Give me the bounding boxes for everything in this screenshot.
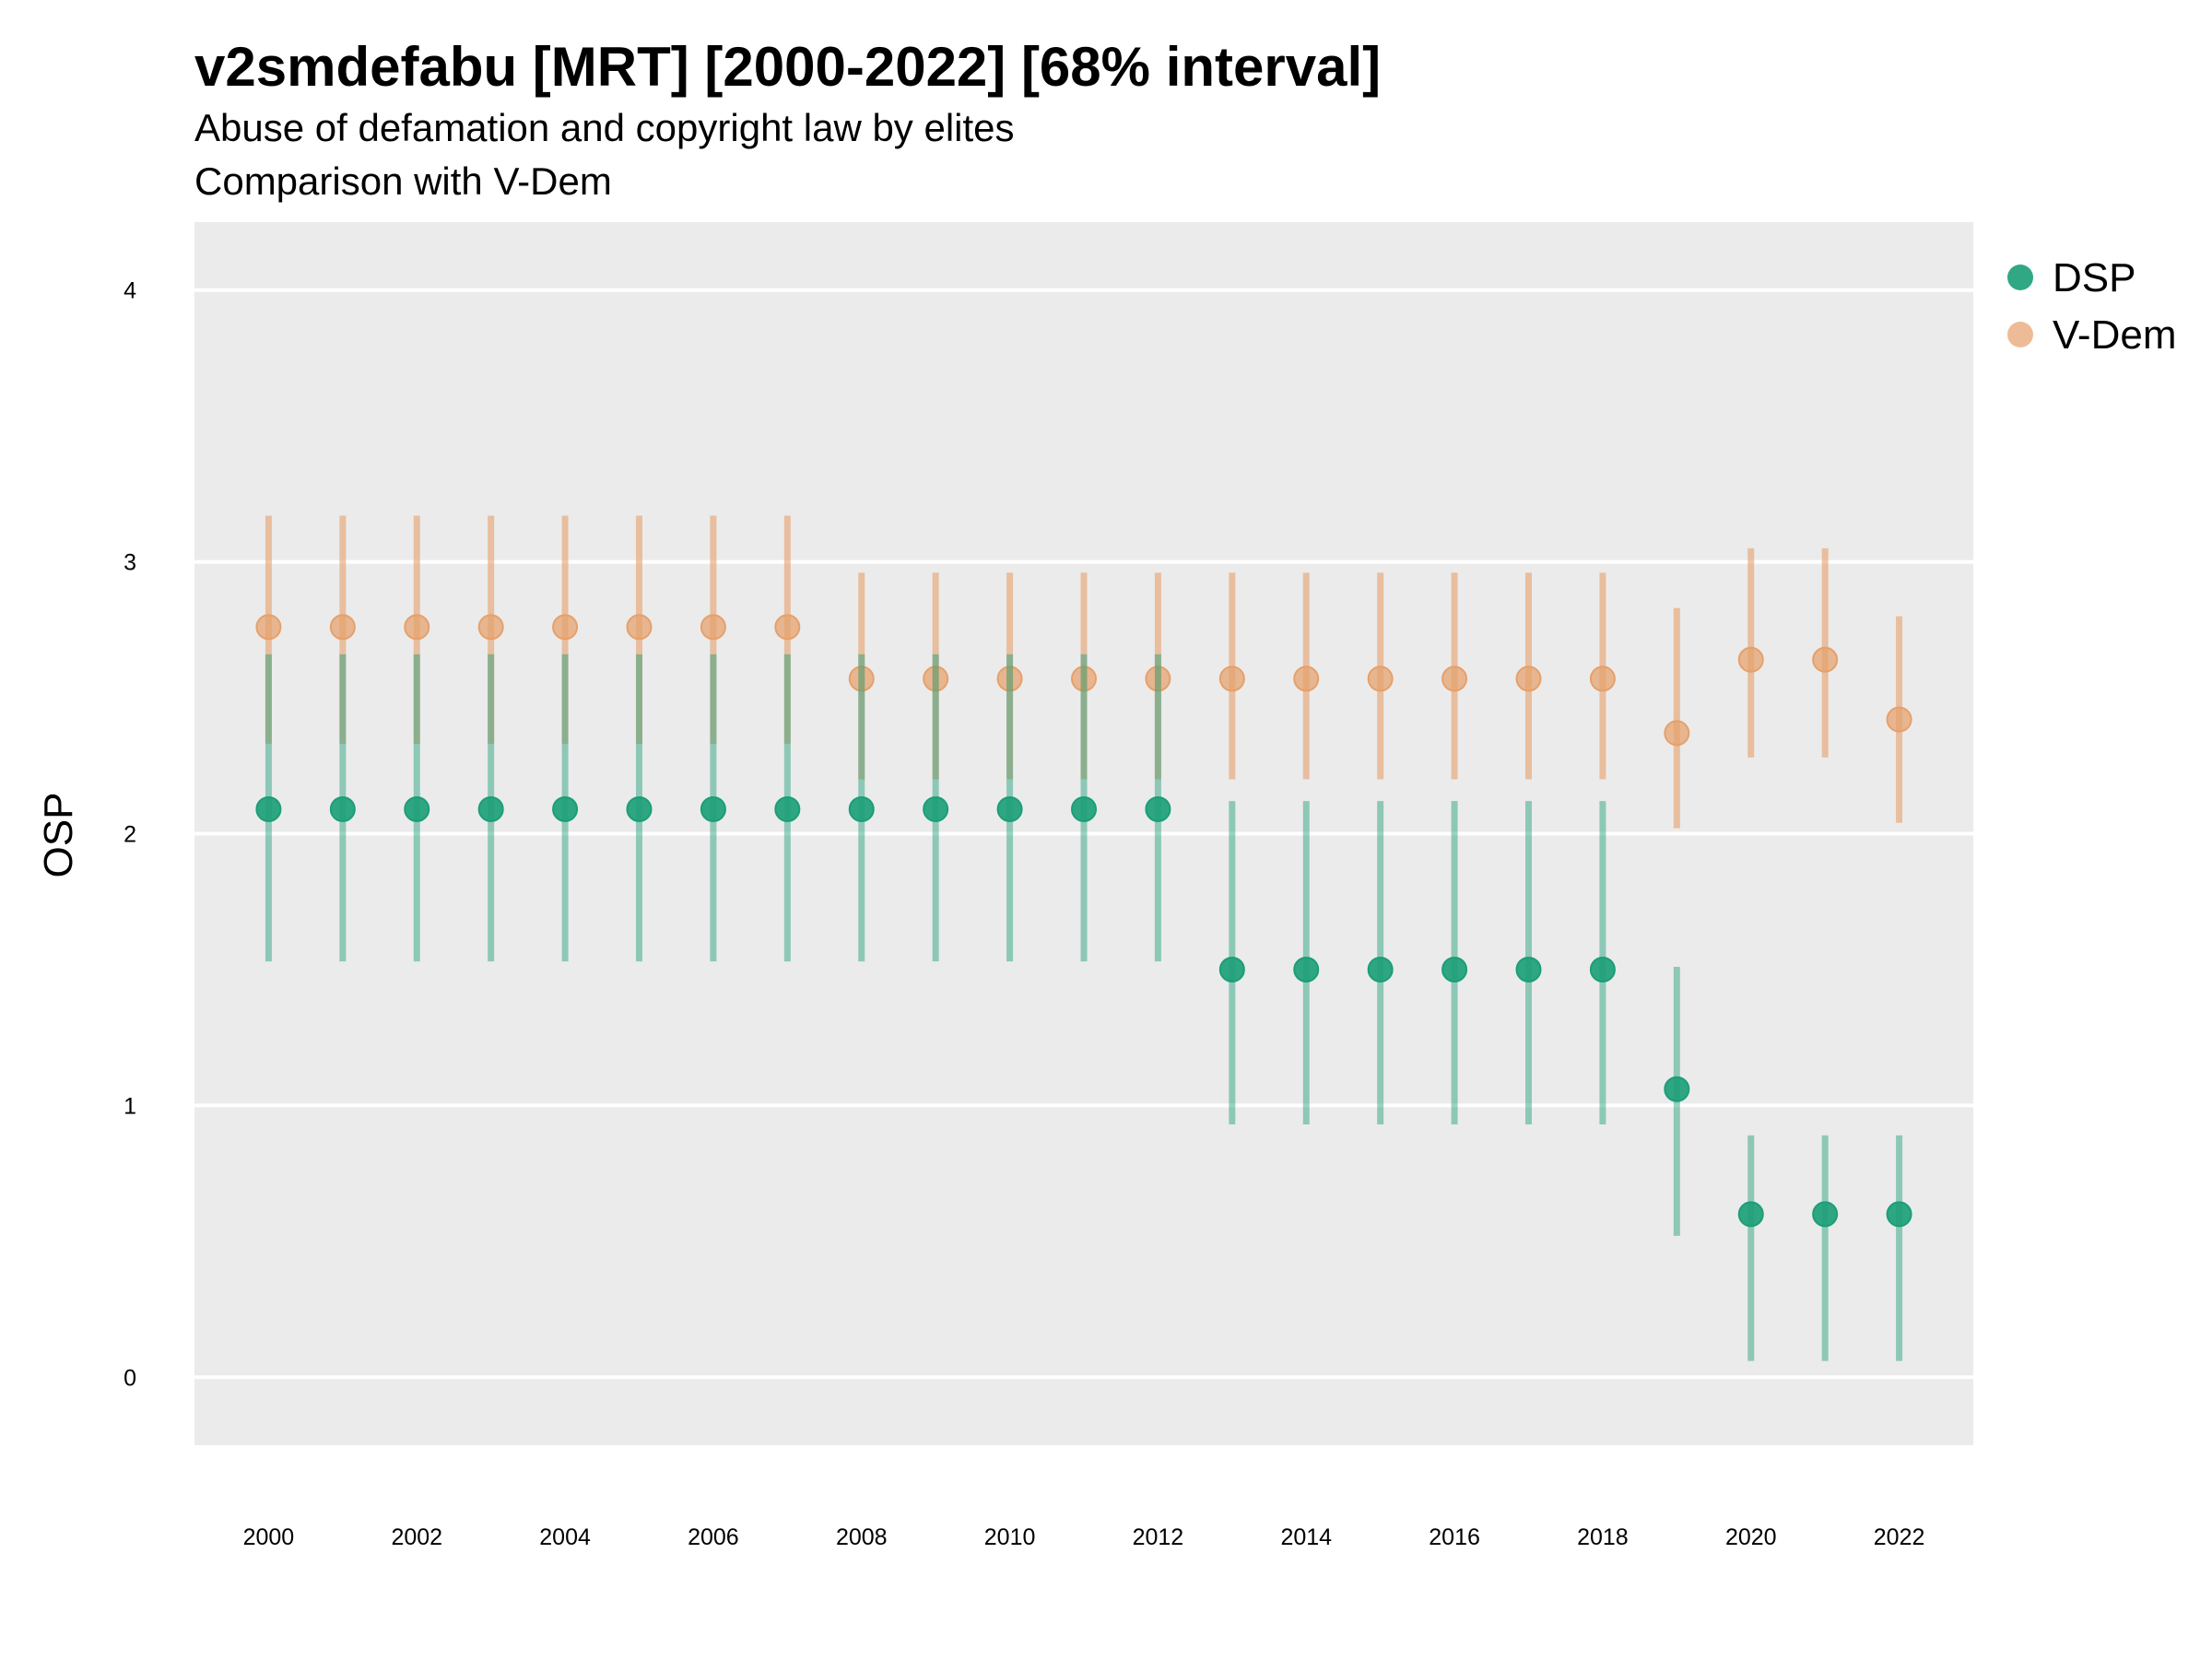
legend-marker [2007,265,2033,290]
data-point [1886,1201,1912,1228]
data-point [700,795,726,822]
x-tick-label: 2000 [243,1524,295,1550]
x-tick-label: 2012 [1133,1524,1184,1550]
data-point [1145,665,1171,692]
x-tick-label: 2014 [1280,1524,1332,1550]
legend-marker [2007,322,2033,347]
legend: DSP V-Dem [2007,255,2176,358]
data-point [1812,1201,1839,1228]
data-point [1515,665,1542,692]
data-point [1589,956,1616,982]
data-point [996,665,1023,692]
data-point [404,795,430,822]
data-point [1145,795,1171,822]
x-tick-label: 2002 [391,1524,442,1550]
x-tick-label: 2018 [1577,1524,1629,1550]
y-axis-label: OSP [36,793,81,878]
series-v-dem [255,515,1912,829]
x-tick-label: 2006 [688,1524,739,1550]
data-point [1664,1076,1690,1102]
data-point [1293,665,1320,692]
series-layer [255,515,1912,1361]
data-point [1589,665,1616,692]
data-point [1441,665,1468,692]
series-dsp [255,653,1912,1361]
data-point [1812,646,1839,673]
x-tick-label: 2010 [984,1524,1036,1550]
data-point [923,665,949,692]
data-point [404,614,430,641]
data-point [1367,665,1394,692]
legend-label: V-Dem [2053,312,2176,358]
data-point [1367,956,1394,982]
x-tick-label: 2004 [539,1524,591,1550]
gridlines [194,288,1973,1380]
chart-title: v2smdefabu [MRT] [2000-2022] [68% interv… [194,36,1382,98]
data-point [255,614,282,641]
chart-subtitle: Abuse of defamation and copyright law by… [194,106,1015,149]
x-tick-label: 2022 [1874,1524,1925,1550]
x-tick-label: 2016 [1429,1524,1480,1550]
y-tick-label: 4 [124,278,136,304]
data-point [923,795,949,822]
data-point [1515,956,1542,982]
data-point [848,665,875,692]
data-point [1737,646,1764,673]
data-point [1293,956,1320,982]
data-point [774,614,801,641]
x-tick-labels: 2000 2002 2004 2006 2008 2010 2012 2014 2016 2018… [243,1524,1925,1550]
y-tick-label: 2 [124,822,136,848]
y-tick-labels: 0 1 2 3 4 [124,278,136,1392]
data-point [626,614,653,641]
data-point [626,795,653,822]
data-point [774,795,801,822]
data-point [477,795,504,822]
chart-subtitle-comparison: Comparison with V-Dem [194,159,612,203]
data-point [1218,956,1245,982]
data-point [477,614,504,641]
y-tick-label: 0 [124,1365,136,1391]
x-tick-label: 2008 [836,1524,888,1550]
data-point [552,614,579,641]
data-point [700,614,726,641]
data-point [255,795,282,822]
y-tick-label: 3 [124,550,136,576]
data-point [1664,720,1690,747]
data-point [848,795,875,822]
y-tick-label: 1 [124,1093,136,1119]
data-point [996,795,1023,822]
data-point [329,795,356,822]
data-point [1218,665,1245,692]
data-point [552,795,579,822]
data-point [329,614,356,641]
data-point [1886,706,1912,733]
data-point [1071,665,1097,692]
legend-label: DSP [2053,255,2136,300]
x-tick-label: 2020 [1725,1524,1777,1550]
data-point [1441,956,1468,982]
data-point [1737,1201,1764,1228]
data-point [1071,795,1097,822]
